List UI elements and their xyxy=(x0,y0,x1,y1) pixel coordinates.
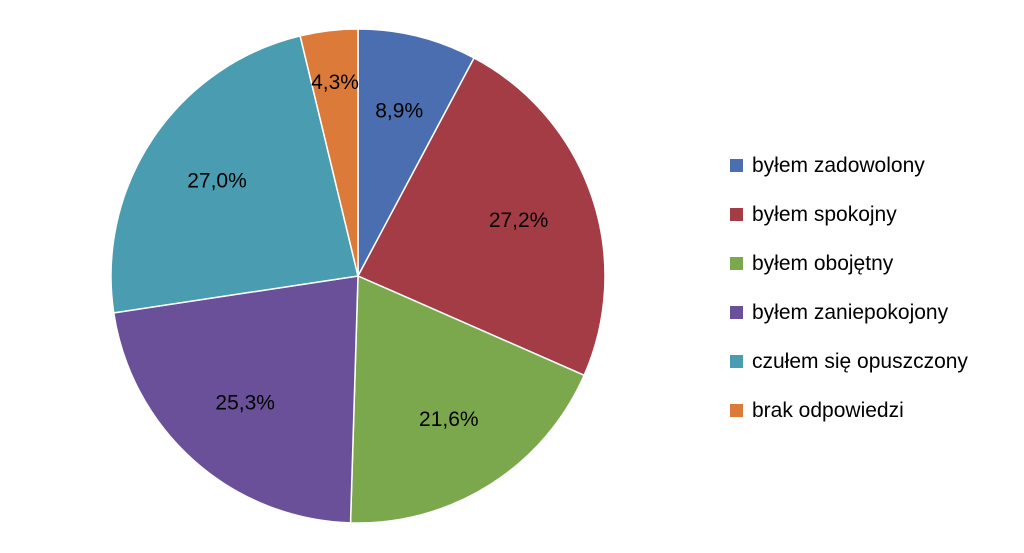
legend-label: byłem obojętny xyxy=(752,251,894,275)
legend-swatch xyxy=(730,306,743,319)
pie-slice xyxy=(357,28,476,277)
legend-label: byłem spokojny xyxy=(752,202,897,226)
legend-item: brak odpowiedzi xyxy=(730,386,1020,435)
legend-label: byłem zadowolony xyxy=(752,153,925,177)
legend-swatch xyxy=(730,208,743,221)
legend-swatch xyxy=(730,355,743,368)
legend-item: byłem spokojny xyxy=(730,190,1020,239)
legend-item: czułem się opuszczony xyxy=(730,337,1020,386)
legend-item: byłem zadowolony xyxy=(730,141,1020,190)
slice-value-label: 25,3% xyxy=(215,392,275,415)
legend-label: czułem się opuszczony xyxy=(752,349,968,373)
legend: byłem zadowolony byłem spokojny byłem ob… xyxy=(730,141,1020,435)
pie-slice xyxy=(349,274,586,524)
pie-slice xyxy=(299,28,359,277)
legend-swatch xyxy=(730,257,743,270)
pie-slice xyxy=(110,34,359,314)
pie-slice xyxy=(356,56,606,377)
slice-value-label: 8,9% xyxy=(375,100,423,123)
legend-swatch xyxy=(730,159,743,172)
slice-value-label: 27,2% xyxy=(489,209,549,232)
legend-item: byłem zaniepokojony xyxy=(730,288,1020,337)
pie-slice xyxy=(112,275,359,524)
legend-item: byłem obojętny xyxy=(730,239,1020,288)
legend-label: brak odpowiedzi xyxy=(752,398,904,422)
slice-value-label: 21,6% xyxy=(419,408,479,431)
legend-label: byłem zaniepokojony xyxy=(752,300,949,324)
slice-value-label: 27,0% xyxy=(187,170,247,193)
slice-value-label: 4,3% xyxy=(311,71,359,94)
legend-swatch xyxy=(730,404,743,417)
